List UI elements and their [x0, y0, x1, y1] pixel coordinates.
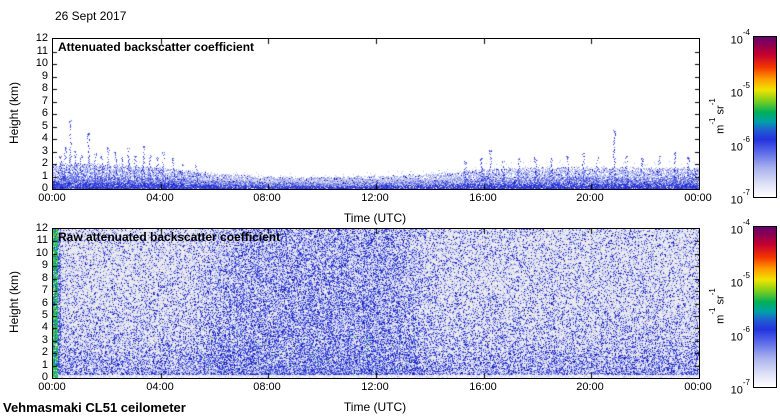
y-tick-label: 0 — [41, 371, 48, 383]
y-tick-label: 4 — [41, 321, 48, 333]
y-tick-label: 3 — [41, 145, 48, 157]
y-tick-label: 10 — [35, 247, 48, 259]
y-tick-label: 2 — [41, 157, 48, 169]
y-tick-label: 0 — [41, 182, 48, 194]
colorbar-tick-label: 10-7 — [730, 378, 750, 397]
x-tick-label: 08:00 — [253, 192, 281, 204]
y-tick-label: 9 — [41, 70, 48, 82]
y-tick-label: 3 — [41, 334, 48, 346]
x-tick-label: 20:00 — [576, 381, 604, 393]
colorbar-tick-label: 10-4 — [730, 28, 750, 47]
y-tick-label: 5 — [41, 309, 48, 321]
processed-backscatter-heatmap — [53, 39, 699, 189]
y-tick-label: 8 — [41, 272, 48, 284]
instrument-label: Vehmasmaki CL51 ceilometer — [3, 400, 186, 415]
colorbar-tick-label: 10-7 — [730, 188, 750, 207]
top-colorbar — [753, 36, 777, 198]
x-tick-label: 12:00 — [361, 381, 389, 393]
y-tick-label: 6 — [41, 297, 48, 309]
x-tick-label: 00:00 — [684, 381, 712, 393]
colorbar-tick-label: 10-5 — [730, 81, 750, 100]
y-tick-label: 12 — [35, 32, 48, 44]
processed-backscatter-panel: Attenuated backscatter coefficient — [52, 38, 700, 190]
x-tick-label: 08:00 — [253, 381, 281, 393]
x-tick-label: 16:00 — [469, 192, 497, 204]
raw-panel-title: Raw attenuated backscatter coefficient — [58, 230, 281, 244]
colorbar-tick-label: 10-5 — [730, 271, 750, 290]
colorbar-tick-label: 10-6 — [730, 325, 750, 344]
y-tick-label: 5 — [41, 120, 48, 132]
y-tick-label: 2 — [41, 346, 48, 358]
y-tick-label: 1 — [41, 359, 48, 371]
x-tick-label: 00:00 — [38, 381, 66, 393]
y-tick-label: 7 — [41, 284, 48, 296]
x-tick-label: 04:00 — [146, 192, 174, 204]
x-tick-label: 00:00 — [38, 192, 66, 204]
y-tick-label: 9 — [41, 259, 48, 271]
x-tick-label: 20:00 — [576, 192, 604, 204]
y-tick-label: 11 — [36, 45, 48, 57]
y-tick-label: 4 — [41, 132, 48, 144]
processed-panel-title: Attenuated backscatter coefficient — [58, 40, 255, 54]
y-tick-label: 6 — [41, 107, 48, 119]
colorbar-tick-label: 10-4 — [730, 218, 750, 237]
top-y-axis-label: Height (km) — [7, 82, 21, 145]
bottom-y-axis-label: Height (km) — [7, 271, 21, 334]
date-label: 26 Sept 2017 — [55, 9, 127, 23]
x-tick-label: 04:00 — [146, 381, 174, 393]
raw-backscatter-panel: Raw attenuated backscatter coefficient — [52, 228, 700, 379]
y-tick-label: 10 — [35, 57, 48, 69]
y-tick-label: 11 — [36, 234, 48, 246]
x-tick-label: 00:00 — [684, 192, 712, 204]
bottom-x-axis-label: Time (UTC) — [343, 400, 407, 414]
top-x-axis-label: Time (UTC) — [343, 211, 407, 225]
raw-backscatter-heatmap — [53, 229, 699, 378]
x-tick-label: 12:00 — [361, 192, 389, 204]
y-tick-label: 1 — [41, 170, 48, 182]
bottom-colorbar — [753, 226, 777, 388]
y-tick-label: 12 — [35, 222, 48, 234]
y-tick-label: 8 — [41, 82, 48, 94]
y-tick-label: 7 — [41, 95, 48, 107]
colorbar-tick-label: 10-6 — [730, 135, 750, 154]
x-tick-label: 16:00 — [469, 381, 497, 393]
